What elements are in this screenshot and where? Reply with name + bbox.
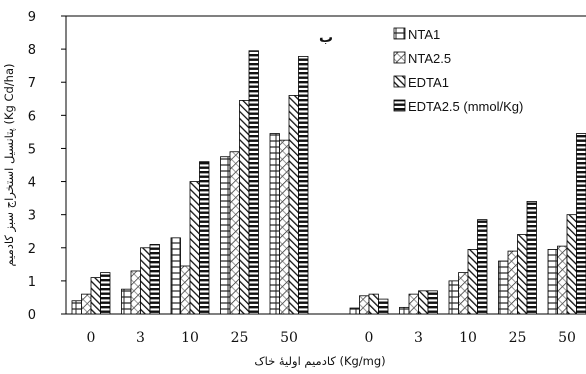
bar-0-1-0 — [121, 288, 132, 315]
x-tick-label: 0 — [87, 330, 96, 346]
legend-swatch — [393, 27, 406, 40]
legend-label: NTA2.5 — [408, 51, 451, 66]
panel-label: ب — [319, 30, 333, 46]
x-ticks: 0 3 10 25 50 0 3 10 25 50 — [87, 330, 576, 346]
bar-0-2-1 — [180, 265, 191, 315]
bar-1-4-2 — [566, 214, 577, 315]
x-axis-label: کادمیم اولیهٔ خاک (Kg/mg) — [254, 354, 385, 369]
bar-0-0-3 — [100, 272, 111, 315]
x-tick-label: 3 — [414, 330, 423, 346]
bar-1-3-1 — [507, 250, 518, 315]
bar-0-2-3 — [199, 161, 210, 315]
bar-0-3-0 — [220, 156, 231, 315]
bar-1-2-3 — [477, 219, 488, 315]
bar-1-2-0 — [448, 280, 459, 315]
y-axis-label: پتانسیل استخراج سبز کادمیم (Kg Cd/ha) — [2, 64, 17, 267]
legend: NTA1 NTA2.5 EDTA1 EDTA2.5 (mmol/Kg) — [393, 27, 523, 114]
bar-0-2-2 — [189, 181, 200, 315]
bar-0-2-0 — [170, 237, 181, 315]
bar-1-0-2 — [368, 293, 379, 315]
legend-swatch — [393, 99, 406, 112]
y-tick-label: 6 — [28, 109, 36, 124]
bar-0-1-1 — [130, 270, 141, 315]
x-tick-label: 3 — [136, 330, 145, 346]
legend-label: NTA1 — [408, 27, 440, 42]
y-ticks: 0 1 2 3 4 5 6 7 8 9 — [28, 10, 66, 323]
x-tick-label: 10 — [181, 330, 199, 346]
y-tick-label: 5 — [28, 142, 36, 157]
x-tick-label: 10 — [459, 330, 477, 346]
bar-0-0-0 — [71, 300, 82, 315]
bars — [71, 50, 586, 315]
y-tick-label: 1 — [28, 275, 36, 290]
x-tick-label: 50 — [558, 330, 576, 346]
bar-1-3-3 — [526, 201, 537, 315]
bar-0-0-1 — [81, 293, 92, 315]
y-tick-label: 0 — [28, 308, 36, 323]
bar-0-4-1 — [279, 139, 290, 315]
bar-0-3-1 — [229, 151, 240, 315]
bar-0-1-3 — [149, 244, 160, 315]
bar-0-3-2 — [239, 100, 250, 315]
bar-0-1-2 — [140, 247, 151, 315]
x-tick-label: 25 — [231, 330, 249, 346]
bar-1-1-2 — [418, 290, 429, 315]
bar-1-1-1 — [408, 293, 419, 315]
y-tick-label: 8 — [28, 43, 36, 58]
y-tick-label: 3 — [28, 209, 36, 224]
bar-1-4-1 — [557, 245, 568, 315]
legend-swatch — [393, 51, 406, 64]
legend-label: EDTA1 — [408, 75, 449, 90]
bar-1-2-2 — [467, 249, 478, 315]
bar-1-4-0 — [547, 249, 558, 315]
bar-0-0-2 — [90, 277, 101, 315]
y-tick-label: 7 — [28, 76, 36, 91]
legend-swatch — [393, 75, 406, 88]
bar-1-0-1 — [359, 295, 370, 315]
bar-0-4-0 — [269, 133, 280, 315]
bar-1-3-2 — [517, 234, 528, 315]
bar-1-3-0 — [498, 260, 509, 315]
legend-label: EDTA2.5 (mmol/Kg) — [408, 99, 523, 114]
bar-0-4-2 — [288, 95, 299, 315]
bar-1-0-0 — [349, 307, 360, 315]
y-tick-label: 4 — [28, 176, 36, 191]
bar-0-3-3 — [248, 50, 259, 315]
y-tick-label: 2 — [28, 242, 36, 257]
x-tick-label: 0 — [365, 330, 374, 346]
y-tick-label: 9 — [28, 10, 36, 25]
bar-1-0-3 — [378, 298, 389, 315]
x-tick-label: 50 — [280, 330, 298, 346]
bar-1-4-3 — [576, 133, 586, 315]
x-tick-label: 25 — [509, 330, 527, 346]
bar-1-1-0 — [399, 306, 410, 315]
bar-0-4-3 — [298, 55, 309, 315]
bar-1-1-3 — [427, 290, 438, 315]
bar-1-2-1 — [458, 272, 469, 315]
